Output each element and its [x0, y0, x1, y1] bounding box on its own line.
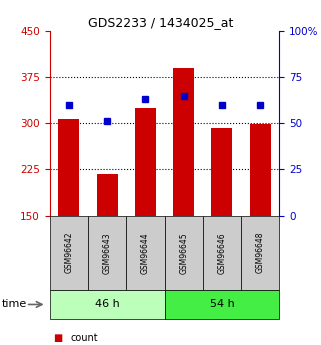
Bar [97, 174, 118, 216]
Text: GSM96643: GSM96643 [103, 232, 112, 274]
Text: time: time [2, 299, 27, 309]
Text: ■: ■ [53, 333, 62, 343]
Bar [58, 119, 79, 216]
Bar [250, 124, 271, 216]
Bar [135, 108, 156, 216]
Bar [211, 128, 232, 216]
Text: GSM96644: GSM96644 [141, 232, 150, 274]
Text: count: count [71, 333, 98, 343]
Text: 46 h: 46 h [95, 299, 119, 309]
Text: GSM96646: GSM96646 [217, 232, 226, 274]
Text: GSM96642: GSM96642 [65, 232, 74, 274]
Text: 54 h: 54 h [210, 299, 234, 309]
Text: GSM96648: GSM96648 [256, 232, 265, 274]
Text: GDS2233 / 1434025_at: GDS2233 / 1434025_at [88, 16, 233, 29]
Bar [173, 68, 194, 216]
Text: GSM96645: GSM96645 [179, 232, 188, 274]
